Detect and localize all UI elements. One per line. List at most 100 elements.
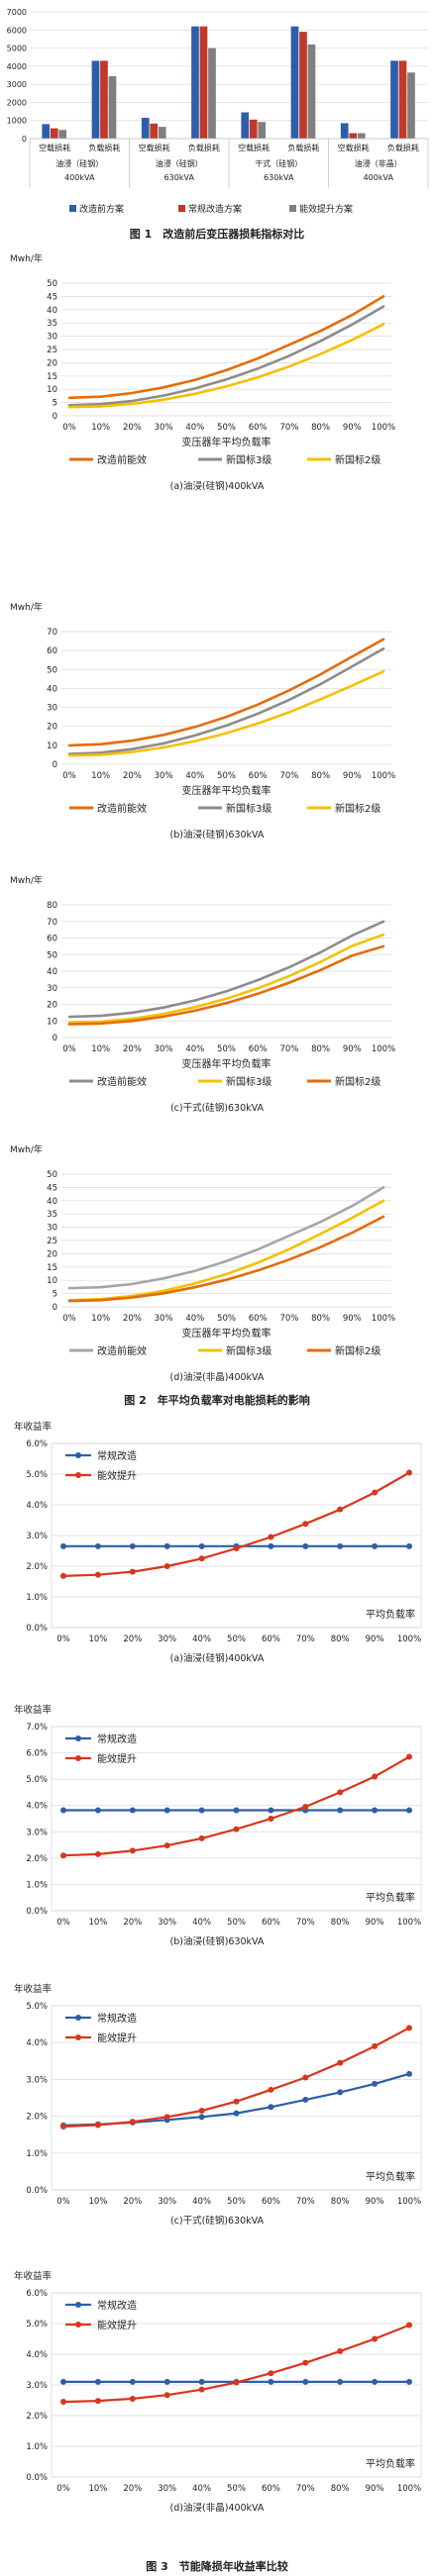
fig2-y-tick: 50	[47, 1170, 57, 1180]
fig1-sub-label: 负载损耗	[88, 143, 120, 152]
fig1-legend-swatch	[289, 205, 296, 212]
fig3-x-tick: 70%	[296, 1635, 315, 1644]
fig1-y-tick: 1000	[7, 117, 27, 126]
fig1-bar	[191, 26, 199, 139]
fig3-series-point	[406, 1469, 412, 1476]
fig3-y-tick: 3.0%	[26, 2381, 48, 2391]
fig2-y-tick: 30	[47, 1224, 57, 1234]
fig3-x-tick: 0%	[56, 2484, 70, 2494]
fig2-sub-caption: (d)油浸(非晶)400kVA	[170, 1371, 265, 1383]
fig3-x-tick: 70%	[296, 2484, 315, 2494]
fig3-x-tick: 40%	[192, 2484, 211, 2494]
fig3-series-point	[233, 2110, 240, 2117]
fig2-x-tick: 20%	[123, 1044, 142, 1054]
fig2-x-tick: 10%	[91, 1044, 110, 1054]
fig2-series-line	[67, 305, 385, 407]
fig2-y-tick: 50	[47, 279, 57, 289]
fig3-y-tick: 2.0%	[26, 1854, 48, 1864]
fig3-series-point	[302, 2074, 309, 2081]
fig2-y-tick: 35	[47, 1210, 57, 1220]
fig3-series-point	[94, 1542, 101, 1549]
fig2-x-tick: 0%	[62, 1314, 76, 1324]
fig2-y-tick: 45	[47, 292, 57, 302]
fig1-y-tick: 0	[22, 135, 27, 144]
fig3-x-tick: 100%	[397, 2484, 421, 2494]
fig1-bar	[241, 112, 250, 139]
fig3-legend-marker	[75, 2302, 81, 2308]
fig2-legend-label: 改造前能效	[97, 453, 147, 466]
fig3-series-point	[60, 1852, 66, 1859]
fig3-sub-caption: (b)油浸(硅钢)630kVA	[170, 1935, 265, 1947]
fig3-series-point	[268, 2378, 274, 2385]
fig3-series-point	[129, 1568, 136, 1575]
fig3-x-tick: 20%	[123, 1918, 142, 1928]
fig2-series-line	[67, 638, 385, 747]
fig2-x-tick: 100%	[372, 1314, 395, 1324]
fig3-y-tick: 1.0%	[26, 1593, 48, 1603]
fig3-y-tick: 0.0%	[26, 1907, 48, 1917]
fig1-bar	[158, 127, 166, 139]
fig2-y-tick: 70	[47, 628, 57, 638]
fig3-series-point	[198, 1542, 205, 1549]
fig1-sub-label: 负载损耗	[387, 143, 419, 152]
fig3-x-tick: 30%	[158, 2197, 176, 2207]
fig3-series-point	[198, 1834, 205, 1841]
fig3-x-tick: 80%	[331, 2484, 350, 2494]
fig2-legend-label: 改造前能效	[97, 802, 147, 815]
fig2-x-tick: 50%	[217, 1044, 236, 1054]
fig3-series-point	[60, 2378, 66, 2385]
fig3-series-point	[198, 2114, 205, 2121]
fig1-group-cap: 630kVA	[164, 173, 195, 182]
fig3-x-tick: 90%	[366, 2197, 384, 2207]
fig3-y-tick: 4.0%	[26, 2350, 48, 2360]
fig2-series-line	[67, 1215, 385, 1303]
fig2-series-line	[67, 1186, 385, 1290]
fig3-y-tick: 5.0%	[26, 2002, 48, 2012]
fig2-y-tick: 25	[47, 1237, 57, 1246]
fig3-x-tick: 80%	[331, 1918, 350, 1928]
fig3-series-point	[163, 1807, 170, 1814]
fig2-y-unit: Mwh/年	[10, 1143, 43, 1155]
fig2-x-label: 变压器年平均负载率	[182, 1327, 271, 1339]
fig2-x-tick: 10%	[91, 423, 110, 433]
fig3-series-point	[268, 2104, 274, 2111]
fig3-legend-label: 能效提升	[97, 1752, 137, 1765]
fig2-x-tick: 80%	[311, 1314, 330, 1324]
fig1-group-type: 油浸（非晶）	[355, 158, 402, 168]
fig1-legend-label: 改造前方案	[79, 203, 124, 215]
fig1-bar	[299, 32, 307, 139]
fig2-x-label: 变压器年平均负载率	[182, 436, 271, 448]
fig2-x-tick: 90%	[343, 771, 362, 781]
fig2-y-tick: 5	[53, 399, 57, 409]
fig3-series-point	[406, 2322, 412, 2328]
fig2-x-tick: 50%	[217, 771, 236, 781]
fig3-x-tick: 100%	[397, 2197, 421, 2207]
fig2-y-tick: 5	[53, 1290, 57, 1300]
fig1-sub-label: 负载损耗	[287, 143, 319, 152]
fig3-series-point	[60, 1572, 66, 1579]
fig2-caption: 图 2 年平均负载率对电能损耗的影响	[124, 1393, 309, 1407]
fig2-y-tick: 20	[47, 1249, 57, 1259]
fig3-x-label: 平均负载率	[366, 1608, 415, 1621]
fig2-x-tick: 60%	[249, 771, 268, 781]
fig3-series-point	[268, 2370, 274, 2377]
fig3-sub-caption: (a)油浸(硅钢)400kVA	[170, 1652, 265, 1664]
fig3-x-tick: 10%	[88, 1918, 107, 1928]
fig3-legend-label: 能效提升	[97, 2319, 137, 2331]
fig2-x-tick: 100%	[372, 423, 395, 433]
fig2-series-line	[67, 669, 385, 757]
fig2-sub-caption: (c)干式(硅钢)630kVA	[170, 1102, 265, 1114]
fig2-x-tick: 20%	[123, 771, 142, 781]
fig2-y-tick: 0	[53, 1034, 57, 1043]
fig3-series-point	[337, 2089, 344, 2096]
fig2-x-tick: 50%	[217, 423, 236, 433]
fig3-y-tick: 1.0%	[26, 1880, 48, 1890]
fig1-bar	[108, 75, 117, 139]
fig2-x-tick: 10%	[91, 771, 110, 781]
fig1-group-cap: 630kVA	[264, 173, 294, 182]
fig3-legend-marker	[75, 2015, 81, 2021]
fig3-x-tick: 10%	[88, 1635, 107, 1644]
fig1-legend-label: 能效提升方案	[299, 203, 353, 215]
fig2-x-tick: 10%	[91, 1314, 110, 1324]
